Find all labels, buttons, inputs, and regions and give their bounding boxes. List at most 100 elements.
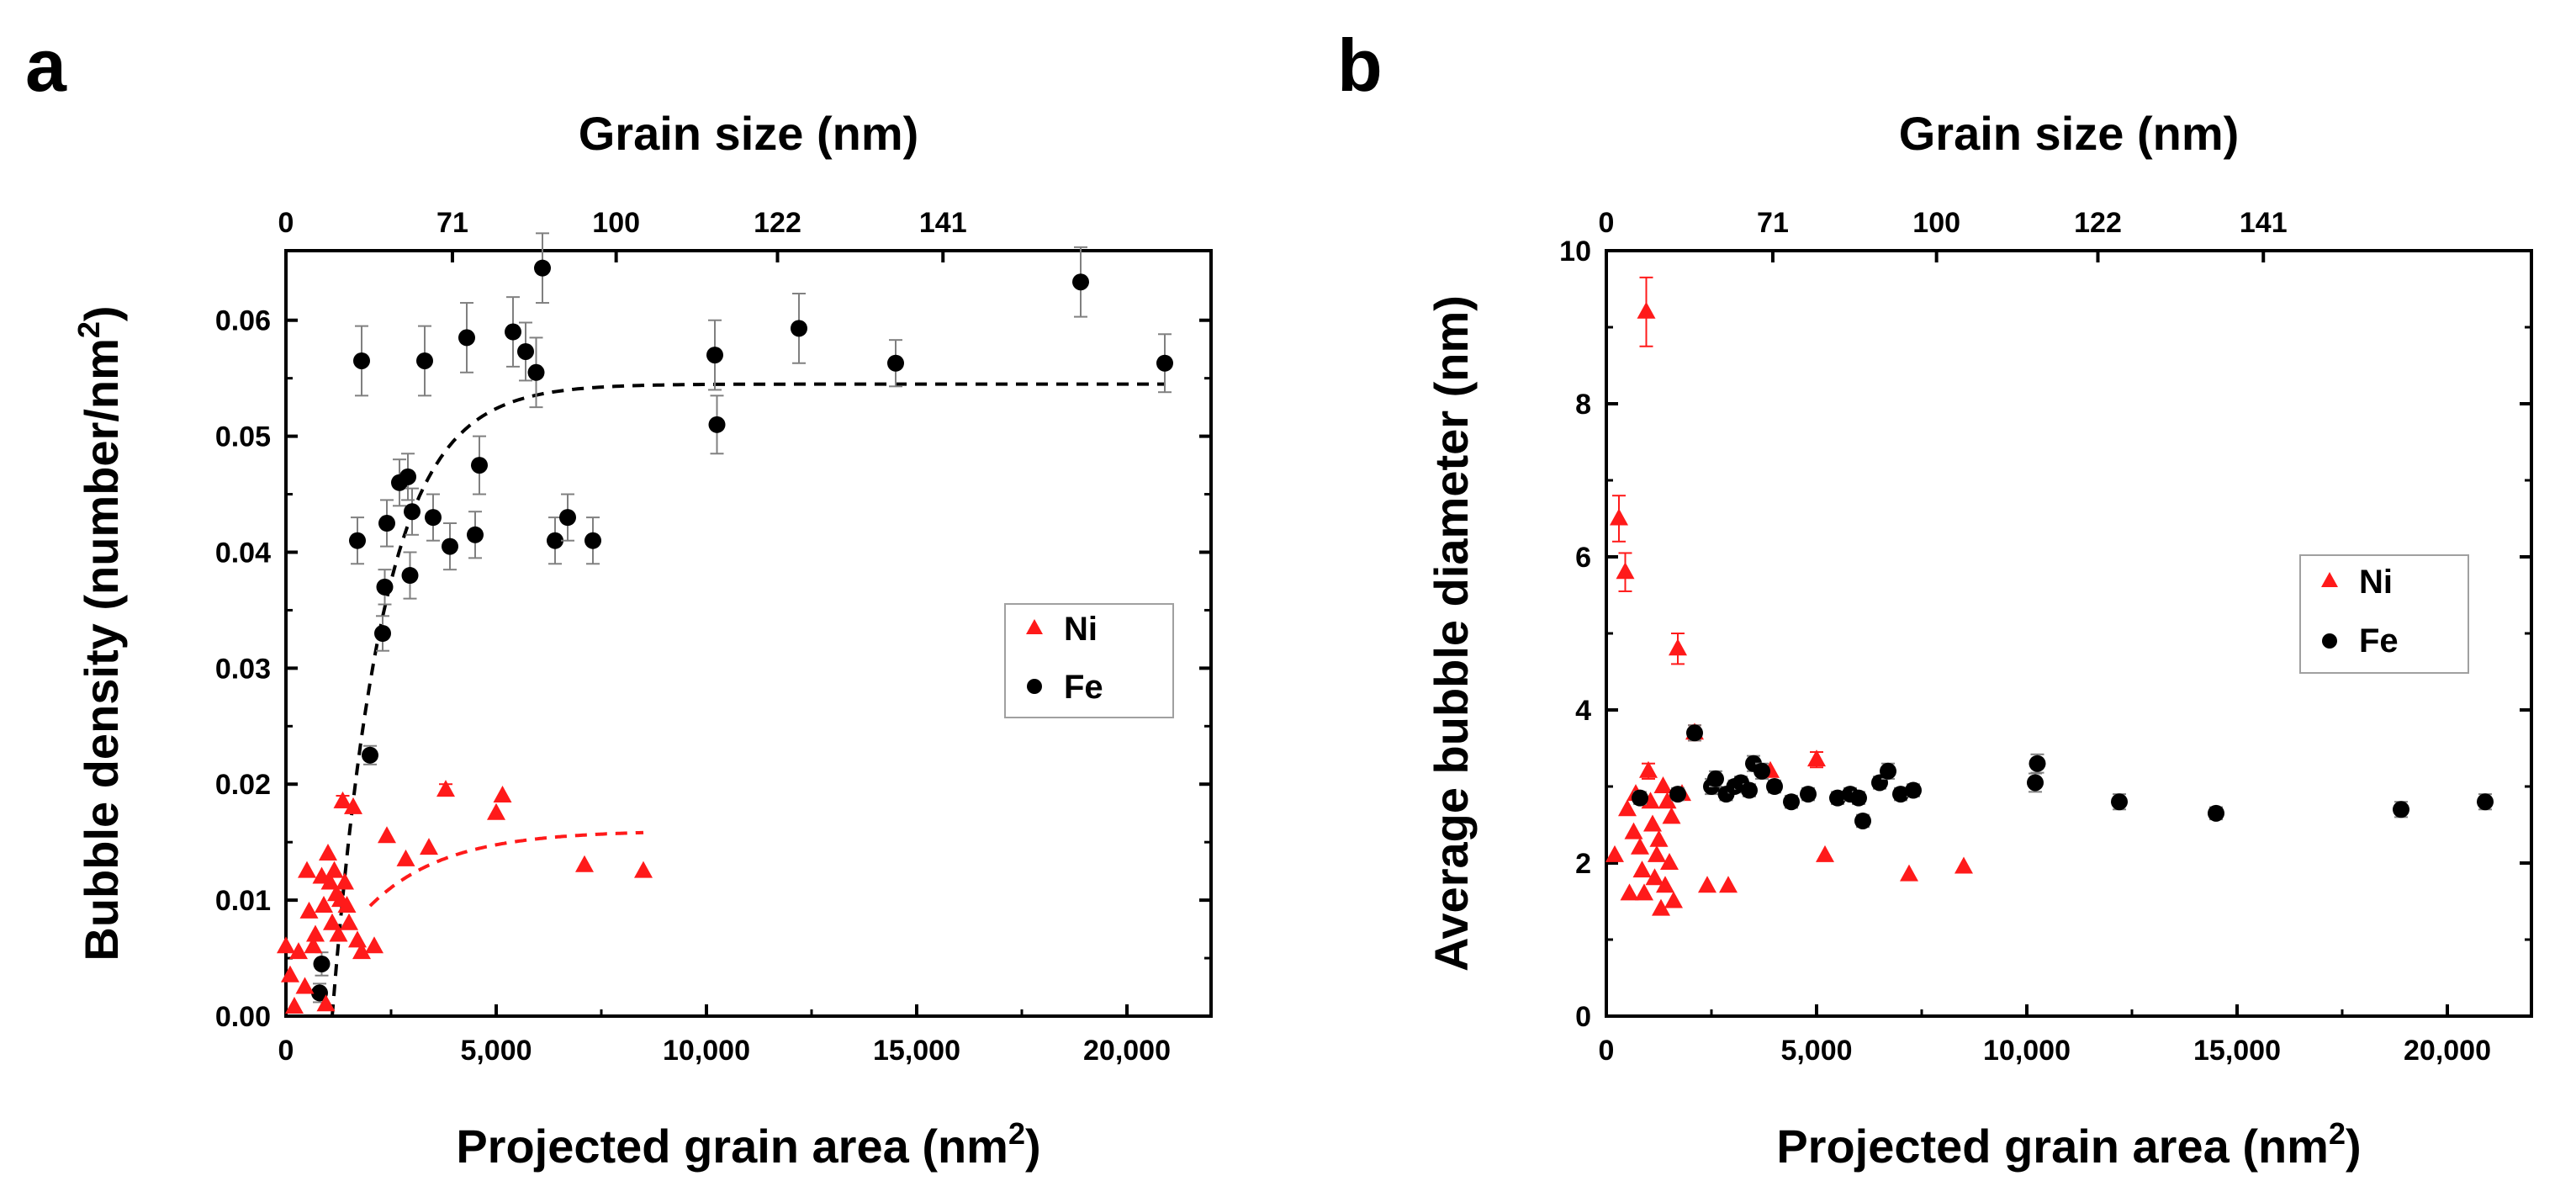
panel-a-y-axis-title: Bubble density (number/nm2) — [71, 305, 128, 961]
data-point-fe — [378, 515, 395, 532]
data-point-ni — [340, 913, 358, 930]
data-point-fe — [1880, 762, 1896, 780]
data-point-ni — [1637, 301, 1656, 319]
data-point-fe — [1669, 786, 1686, 803]
data-point-fe — [527, 363, 545, 381]
data-point-fe — [1072, 273, 1089, 291]
top-tick-label: 141 — [2240, 207, 2288, 239]
data-point-fe — [353, 352, 370, 369]
data-point-fe — [791, 320, 807, 337]
data-point-fe — [547, 532, 563, 549]
data-point-ni — [1653, 776, 1673, 793]
data-point-ni — [1660, 853, 1679, 870]
data-point-ni — [436, 780, 455, 797]
data-point-ni — [575, 855, 594, 872]
fit-curve-ni — [368, 830, 644, 908]
data-point-ni — [304, 936, 323, 954]
x-tick-label: 20,000 — [2404, 1035, 2491, 1067]
y-tick-label: 0.06 — [215, 305, 271, 337]
data-point-ni — [396, 849, 415, 866]
data-point-ni — [1652, 898, 1670, 916]
x-tick-label: 10,000 — [663, 1035, 750, 1067]
data-point-ni — [1610, 508, 1628, 526]
data-point-fe — [534, 259, 551, 277]
top-tick-label: 0 — [1599, 207, 1615, 239]
x-tick-label: 5,000 — [460, 1035, 532, 1067]
x-tick-label: 0 — [1599, 1035, 1615, 1067]
data-point-ni — [298, 861, 316, 878]
data-point-ni — [1624, 822, 1643, 839]
data-point-ni — [493, 786, 512, 803]
data-point-fe — [401, 567, 419, 585]
panel-a-plot-frame — [284, 249, 1213, 1018]
panel-a-legend-box — [1004, 603, 1174, 718]
data-point-fe — [404, 503, 421, 521]
series-ni — [277, 780, 653, 1014]
data-point-ni — [306, 924, 325, 942]
data-point-ni — [1954, 856, 1973, 874]
data-point-ni — [323, 913, 341, 930]
data-point-fe — [1707, 770, 1724, 787]
data-point-fe — [559, 509, 576, 527]
data-point-fe — [505, 323, 521, 341]
panel-a-legend-fe-label: Fe — [1064, 669, 1103, 706]
panel-a-legend-ni-label: Ni — [1064, 611, 1098, 648]
panel-b-letter: b — [1337, 24, 1383, 107]
data-point-ni — [312, 866, 331, 884]
y-tick-label: 0.00 — [215, 1001, 271, 1033]
data-point-ni — [420, 838, 438, 855]
data-point-fe — [706, 347, 723, 364]
panel-b-legend-box — [2299, 554, 2469, 674]
data-point-ni — [1664, 891, 1683, 908]
data-point-ni — [1816, 845, 1834, 862]
panel-a: a Grain size (nm) Projected grain area (… — [25, 24, 1213, 1173]
data-point-ni — [333, 791, 352, 808]
data-point-ni — [299, 901, 319, 919]
y-tick-label: 10 — [1559, 236, 1591, 267]
data-point-fe — [1753, 762, 1770, 780]
y-tick-label: 0.05 — [215, 421, 271, 453]
data-point-ni — [1649, 829, 1669, 847]
panel-b-marks: 0 5,000 10,000 15,000 20,000 0 71 100 122 141 0 2 4 6… — [1559, 207, 2531, 1067]
top-tick-label: 71 — [436, 207, 468, 239]
data-point-ni — [1645, 868, 1664, 886]
top-tick-label: 122 — [2074, 207, 2122, 239]
y-tick-label: 0 — [1575, 1001, 1591, 1033]
panel-b-legend-fe-label: Fe — [2359, 622, 2399, 659]
data-point-fe — [311, 984, 328, 1002]
data-point-fe — [1850, 789, 1867, 807]
data-point-ni — [319, 843, 337, 861]
data-point-ni — [1698, 876, 1716, 893]
fit-curve-fe — [331, 382, 1165, 1017]
data-point-fe — [1783, 793, 1800, 811]
data-point-ni — [378, 826, 396, 844]
x-tick-label: 15,000 — [873, 1035, 960, 1067]
data-point-ni — [1632, 861, 1652, 878]
data-point-ni — [315, 896, 333, 914]
top-tick-label: 71 — [1757, 207, 1789, 239]
panel-a-legend: Ni Fe — [1004, 603, 1174, 718]
data-point-fe — [2393, 801, 2409, 818]
data-point-fe — [2208, 804, 2224, 822]
data-point-ni — [1643, 814, 1662, 832]
data-point-fe — [1741, 781, 1758, 799]
data-point-ni — [337, 896, 357, 914]
data-point-ni — [295, 977, 315, 994]
data-point-ni — [634, 861, 653, 878]
data-point-fe — [349, 532, 366, 549]
panel-b-x-axis-title: Projected grain area (nm2) — [1776, 1116, 2361, 1173]
data-point-ni — [277, 936, 295, 954]
data-point-ni — [1719, 876, 1738, 893]
data-point-fe — [376, 578, 394, 596]
data-point-fe — [374, 625, 391, 642]
y-tick-label: 0.04 — [215, 537, 271, 569]
panel-b-legend: Ni Fe — [2299, 554, 2469, 674]
data-point-ni — [1618, 799, 1637, 817]
data-point-ni — [325, 861, 344, 878]
data-point-fe — [416, 352, 433, 369]
data-point-ni — [1620, 883, 1639, 901]
data-point-ni — [1658, 792, 1677, 809]
data-point-fe — [467, 526, 484, 543]
data-point-fe — [1854, 812, 1871, 829]
data-point-ni — [487, 802, 505, 820]
